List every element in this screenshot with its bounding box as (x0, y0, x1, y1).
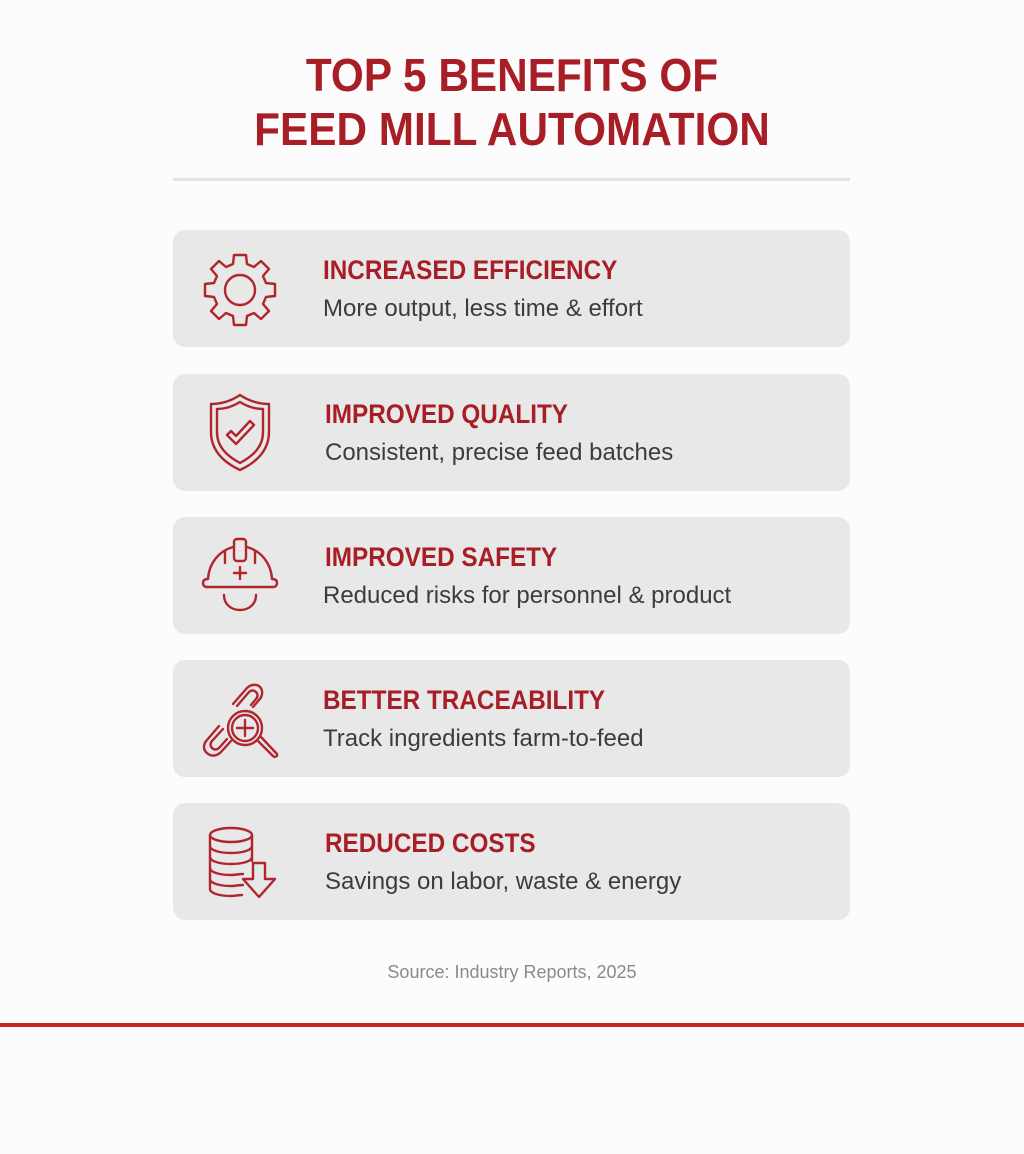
benefit-description: Track ingredients farm-to-feed (323, 725, 644, 752)
benefit-heading: BETTER TRACEABILITY (323, 685, 606, 715)
gear-icon (197, 246, 283, 332)
benefit-heading: INCREASED EFFICIENCY (323, 255, 618, 285)
title-line-2: FEED MILL AUTOMATION (254, 103, 770, 155)
benefit-card-costs: REDUCED COSTS Savings on labor, waste & … (173, 803, 850, 920)
title-line-1: TOP 5 BENEFITS OF (305, 49, 719, 101)
chain-magnifier-icon (197, 676, 283, 762)
title-divider (173, 178, 850, 181)
hard-hat-icon (197, 533, 283, 619)
benefit-card-safety: IMPROVED SAFETY Reduced risks for person… (173, 517, 850, 634)
shield-check-icon (197, 390, 283, 476)
source-note: Source: Industry Reports, 2025 (387, 962, 637, 982)
benefit-description: Consistent, precise feed batches (325, 439, 674, 466)
coins-down-arrow-icon (197, 819, 283, 905)
benefit-heading: IMPROVED QUALITY (325, 399, 569, 429)
benefit-description: Savings on labor, waste & energy (325, 868, 682, 895)
benefit-card-efficiency: INCREASED EFFICIENCY More output, less t… (173, 230, 850, 347)
benefit-heading: IMPROVED SAFETY (325, 542, 558, 572)
benefit-description: Reduced risks for personnel & product (323, 582, 732, 609)
benefit-heading: REDUCED COSTS (325, 828, 536, 858)
footer-rule (0, 1023, 1024, 1027)
benefit-card-traceability: BETTER TRACEABILITY Track ingredients fa… (173, 660, 850, 777)
page-title: TOP 5 BENEFITS OF FEED MILL AUTOMATION (41, 48, 983, 156)
benefit-card-quality: IMPROVED QUALITY Consistent, precise fee… (173, 374, 850, 491)
benefit-description: More output, less time & effort (323, 295, 643, 322)
